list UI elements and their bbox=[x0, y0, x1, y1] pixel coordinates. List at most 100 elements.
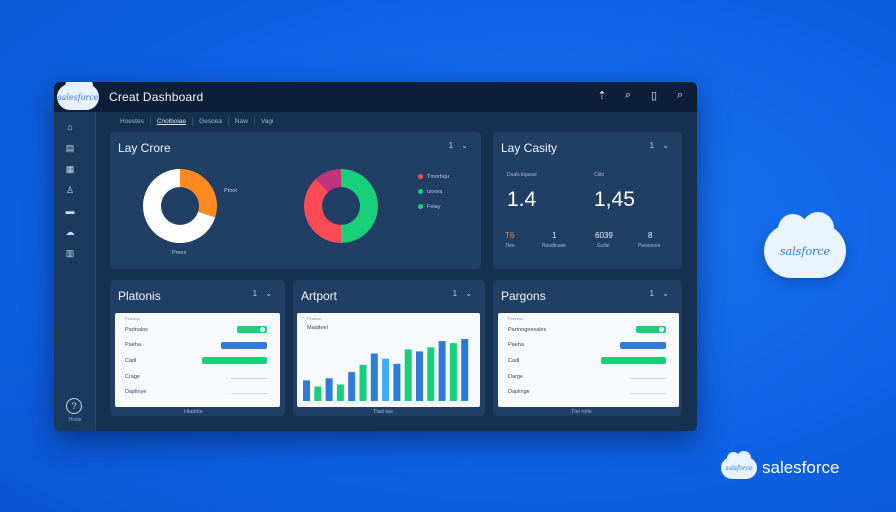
metric-label: Duals liqasse bbox=[507, 172, 537, 178]
panel-header: Portnion bbox=[125, 316, 140, 321]
folder-icon[interactable]: ▬ bbox=[65, 206, 75, 216]
bar bbox=[382, 358, 390, 401]
row-label: Crage bbox=[125, 374, 140, 380]
card-menu-button[interactable]: 1 ⌄ bbox=[649, 289, 672, 298]
row-label: Cadl bbox=[508, 358, 520, 364]
user-icon[interactable]: ♙ bbox=[65, 185, 75, 195]
row-bar bbox=[601, 357, 666, 364]
toggle-knob bbox=[659, 327, 664, 332]
grid-icon[interactable]: ▤ bbox=[65, 143, 75, 153]
zoom-icon[interactable]: ⌕ bbox=[676, 89, 684, 101]
tab-vagi[interactable]: Vagi bbox=[260, 118, 274, 125]
tab-cnolboiae[interactable]: Cnolboiae bbox=[151, 117, 194, 126]
row-bar bbox=[630, 378, 666, 379]
tab-naw[interactable]: Naw bbox=[229, 117, 255, 126]
card-lay-casity: Lay Casity 1 ⌄ Duals liqasse Clild 1.4 1… bbox=[493, 132, 682, 269]
panel-header: Portnion bbox=[508, 316, 523, 321]
tab-hoestes[interactable]: Hoestes bbox=[114, 117, 151, 126]
cloud-icon[interactable]: ☁ bbox=[65, 227, 75, 237]
bar-list-panel: Portnion Partnogeesales Paeha Cadl Darge… bbox=[498, 313, 679, 407]
row-label: Daplinge bbox=[508, 389, 530, 395]
table-icon[interactable]: ▥ bbox=[65, 248, 75, 258]
search-icon[interactable]: ⌕ bbox=[624, 89, 632, 101]
row-bar bbox=[619, 342, 666, 349]
row-bar bbox=[636, 326, 666, 333]
bar bbox=[336, 384, 344, 401]
card-lay-crore: Lay Crore 1 ⌄ Ptoot Prees Tmorbqu Izoora… bbox=[110, 132, 481, 269]
row-label: Paeha bbox=[125, 342, 141, 348]
donut-slice bbox=[304, 179, 341, 243]
card-menu-button[interactable]: 1 ⌄ bbox=[649, 141, 672, 150]
metric-value: 1,45 bbox=[594, 188, 635, 211]
metric-value: 1.4 bbox=[507, 188, 537, 211]
stat-label: Tlee bbox=[505, 243, 515, 249]
bar bbox=[416, 351, 423, 401]
stat-value: 8 bbox=[648, 231, 653, 240]
panel-subtitle: Maqiteel bbox=[307, 325, 328, 331]
donut-chart-1 bbox=[143, 169, 217, 243]
card-platonis: Platonis 1 ⌄ Portnion Padnalos Paeha Cad… bbox=[110, 280, 285, 416]
help-icon[interactable]: ? bbox=[66, 398, 82, 414]
dashboard-window: salesforce Creat Dashboard ⇡ ⌕ ▯ ⌕ ⌂ ▤ ▦… bbox=[54, 82, 697, 431]
row-label: Paeha bbox=[508, 342, 524, 348]
bar bbox=[303, 380, 310, 401]
bookmark-icon[interactable]: ▯ bbox=[650, 90, 658, 102]
donut1-caption: Prees bbox=[172, 250, 187, 256]
page-title: Creat Dashboard bbox=[109, 90, 204, 104]
bar bbox=[393, 363, 401, 401]
card-pargons: Pargons 1 ⌄ Portnion Partnogeesales Paeh… bbox=[493, 280, 682, 416]
bar bbox=[449, 343, 457, 401]
toolbar-icons: ⇡ ⌕ ▯ ⌕ bbox=[595, 89, 687, 102]
card-artport: Artport 1 ⌄ Pbataal Maqiteel Tlad tae bbox=[293, 280, 485, 416]
card-menu-button[interactable]: 1 ⌄ bbox=[452, 289, 475, 298]
row-label: Cadl bbox=[125, 358, 137, 364]
legend-item: Tmorbqu bbox=[418, 174, 449, 180]
card-title: Lay Crore bbox=[118, 141, 171, 155]
donut-chart-2 bbox=[304, 169, 378, 243]
salesforce-logo[interactable]: salesforce bbox=[57, 82, 99, 110]
help-label: Hoste bbox=[68, 417, 82, 423]
logo-text: salesforce bbox=[57, 92, 99, 102]
bar-list-panel: Portnion Padnalos Paeha Cadl Crage Dapli… bbox=[115, 313, 280, 407]
row-bar bbox=[202, 357, 267, 364]
metric-label: Clild bbox=[594, 172, 604, 178]
calendar-icon[interactable]: ▦ bbox=[65, 164, 75, 174]
row-label: Padnalos bbox=[125, 327, 148, 333]
row-label: Partnogeesales bbox=[508, 327, 547, 333]
pin-icon[interactable]: ⇡ bbox=[597, 90, 607, 102]
row-bar bbox=[231, 393, 267, 394]
legend-dot bbox=[418, 189, 423, 195]
brand-logo: salsforce salesforce bbox=[721, 451, 840, 479]
row-bar bbox=[630, 393, 666, 394]
card-caption: Tlad tae bbox=[373, 409, 393, 415]
stat-label: Peesones bbox=[638, 243, 661, 249]
row-bar bbox=[220, 342, 267, 349]
card-title: Platonis bbox=[118, 289, 161, 303]
artport-bar-chart bbox=[303, 339, 469, 401]
card-caption: Tlel rolle bbox=[571, 409, 592, 415]
row-bar bbox=[231, 378, 267, 379]
stat-label: Gcilie bbox=[597, 243, 610, 249]
brand-text: salesforce bbox=[762, 458, 840, 477]
bar bbox=[325, 378, 333, 401]
stat-value: 1 bbox=[552, 231, 557, 240]
card-title: Pargons bbox=[501, 289, 546, 303]
legend-item: Izoora bbox=[418, 189, 442, 195]
bar-chart-panel: Pbataal Maqiteel bbox=[297, 313, 480, 407]
card-menu-button[interactable]: 1 ⌄ bbox=[448, 141, 471, 150]
row-bar bbox=[237, 326, 267, 333]
bar bbox=[314, 386, 322, 401]
donut1-label: Ptoot bbox=[224, 188, 237, 194]
card-menu-button[interactable]: 1 ⌄ bbox=[252, 289, 275, 298]
legend-label: Tmorbqu bbox=[427, 174, 450, 180]
bar bbox=[438, 341, 446, 401]
home-icon[interactable]: ⌂ bbox=[67, 122, 73, 132]
tab-gesoea[interactable]: Gesoea bbox=[193, 117, 229, 126]
panel-header: Pbataal bbox=[307, 316, 321, 321]
card-caption: Hladdie bbox=[184, 409, 203, 415]
tab-bar: Hoestes Cnolboiae Gesoea Naw Vagi bbox=[114, 117, 279, 126]
stat-value: 6039 bbox=[595, 231, 613, 240]
legend-item: Feiay bbox=[418, 204, 440, 210]
brand-cloud-icon: salsforce bbox=[721, 451, 757, 479]
legend-label: Izoora bbox=[427, 189, 443, 195]
